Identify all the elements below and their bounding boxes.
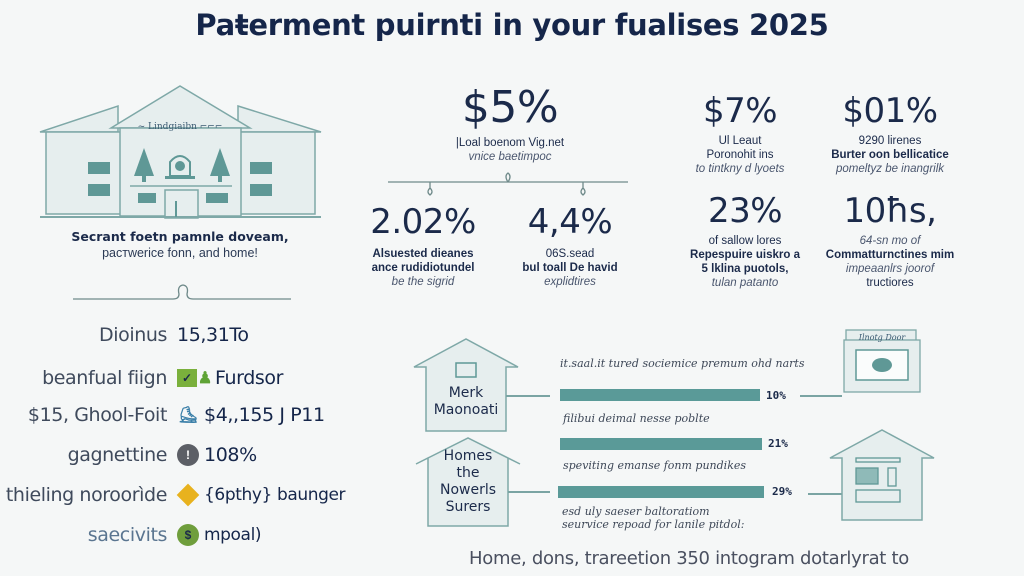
stat-desc: Alsuested dieanes bbox=[372, 248, 474, 260]
list-item-label: gagnettine bbox=[67, 444, 168, 466]
stat-value: 10ħs, bbox=[843, 191, 937, 231]
dollar-circle-icon: $ bbox=[177, 524, 199, 546]
list-item-label: thieling noroorìde bbox=[5, 484, 168, 506]
register-machine-icon: Ilnotg Door bbox=[843, 329, 921, 393]
list-item-value: $4,,155 J P11 bbox=[204, 404, 325, 426]
school-building-illustration: ~ Lindgiaibn ⌐⌐⌐ bbox=[39, 85, 322, 219]
bar-value: 29% bbox=[772, 485, 792, 498]
list-item-label: Dioinus bbox=[99, 324, 167, 346]
stat-value: 2.02% bbox=[370, 202, 476, 242]
bar-value: 10% bbox=[766, 389, 786, 402]
list-item-value: 15,31To bbox=[177, 324, 249, 346]
stat-value: 4,4% bbox=[527, 202, 613, 242]
building-sign: ~ Lindgiaibn ⌐⌐⌐ bbox=[138, 122, 223, 132]
list-item: thieling noroorìde {6pthy} baunger bbox=[0, 480, 360, 510]
stat-desc: Repespuire uiskro a bbox=[690, 249, 800, 261]
house-label: Homes bbox=[443, 448, 493, 464]
stat-desc: vnice baetimpoc bbox=[468, 151, 552, 163]
stat-desc: Burter oon bellicatice bbox=[831, 149, 949, 161]
stat-desc: bul toall De havid bbox=[522, 262, 618, 274]
decorative-divider bbox=[73, 284, 291, 300]
diamond-icon bbox=[176, 483, 200, 507]
stat-item: 10ħs, 64-sn mo of Commatturnctines mim i… bbox=[810, 192, 970, 290]
stat-item: 2.02% Alsuested dieanes ance rudidiotund… bbox=[353, 203, 493, 289]
hero-caption-line-2: paстwerice fonn, and home! bbox=[102, 246, 258, 260]
stat-desc: 06S.sead bbox=[545, 248, 595, 260]
bar-label: filibui deimal nesse poblte bbox=[563, 412, 710, 425]
connector-line bbox=[808, 493, 844, 495]
stat-desc: Commatturnctines mim bbox=[825, 249, 955, 261]
list-item-value: Furdsor bbox=[215, 367, 284, 389]
checkbox-icon: ✓ bbox=[177, 369, 197, 387]
bar-note: esd uly saeser baltoratiom bbox=[562, 505, 710, 518]
house-label: the bbox=[456, 465, 480, 481]
bar-value: 21% bbox=[768, 437, 788, 450]
stat-desc: tulan patanto bbox=[711, 277, 779, 289]
house-label: Surers bbox=[445, 499, 491, 515]
list-item-value: {6pthy} baunger bbox=[204, 485, 346, 505]
stat-desc: |Loal boenom Vig.net bbox=[455, 137, 565, 149]
hero-caption: Secrant foetn pamnle doveam, paстwerice … bbox=[40, 228, 320, 262]
stat-item: 23% of sallow lores Repespuire uiskro a … bbox=[680, 192, 810, 290]
stat-desc: of sallow lores bbox=[708, 235, 782, 247]
house-interior-icon bbox=[829, 429, 935, 521]
stat-desc: ance rudidiotundel bbox=[371, 262, 475, 274]
stat-item: 4,4% 06S.sead bul toall De havid explidt… bbox=[510, 203, 630, 289]
svg-text:Ilnotg Door: Ilnotg Door bbox=[858, 333, 907, 342]
bar-1 bbox=[560, 389, 760, 401]
stat-item: $7% Ul Leaut Poronohit ins to tintkny d … bbox=[680, 92, 800, 176]
stat-desc: pomeltyz be inangrilk bbox=[835, 163, 945, 175]
stat-desc: 5 lklina puotols, bbox=[701, 263, 789, 275]
printer-icon bbox=[455, 362, 477, 378]
list-item-label: $15, Ghool-Foit bbox=[27, 404, 168, 426]
stat-value: 23% bbox=[707, 191, 783, 231]
bar-note: seurvice repoad for lanile pitdol: bbox=[562, 518, 745, 531]
stat-desc: 64-sn mo of bbox=[859, 235, 921, 247]
stat-item: $01% 9290 lirenes Burter oon bellicatice… bbox=[810, 92, 970, 176]
stat-value: $7% bbox=[702, 91, 778, 131]
bar-2 bbox=[560, 438, 762, 450]
footer-text: Home, dons, trareetion 350 intogram dota… bbox=[469, 548, 909, 569]
stat-desc: impeaanlrs joorof bbox=[845, 263, 935, 275]
stat-desc: tructiores bbox=[866, 277, 914, 289]
house-card-1: Merk Maonoati bbox=[412, 337, 520, 433]
stat-desc: be the sigrid bbox=[391, 276, 455, 288]
connector-line bbox=[800, 395, 842, 397]
info-circle-icon: ! bbox=[177, 444, 199, 466]
stat-primary: $5% |Loal boenom Vig.net vnice baetimpoc bbox=[410, 84, 610, 164]
person-icon: ♟ bbox=[197, 370, 213, 387]
list-item-value: mpoal) bbox=[204, 525, 262, 545]
house-label: Merk bbox=[448, 385, 484, 401]
house-card-2: Homes the Nowerls Surers bbox=[414, 436, 522, 528]
list-item-value: 108% bbox=[204, 444, 257, 466]
stat-desc: to tintkny d lyoets bbox=[695, 163, 785, 175]
stat-value: $5% bbox=[461, 82, 559, 133]
bar-label: it.saal.it tured sociemice premum ohd na… bbox=[560, 357, 805, 370]
connector-line bbox=[508, 491, 550, 493]
list-item: Dioinus 15,31To bbox=[0, 320, 360, 350]
page-title: Paŧerment puirnti in your fualises 2025 bbox=[195, 8, 829, 42]
connector-line bbox=[506, 395, 550, 397]
bar-3 bbox=[558, 486, 764, 498]
stat-connector-divider bbox=[388, 172, 628, 196]
shoe-icon: ⛸ bbox=[177, 407, 199, 424]
list-item: saecivits $ mpoal) bbox=[0, 520, 360, 550]
list-item-label: beanfual fiign bbox=[42, 367, 167, 389]
list-item: gagnettine ! 108% bbox=[0, 440, 360, 470]
list-item: beanfual fiign ✓ ♟ Furdsor bbox=[0, 363, 360, 393]
stat-desc: Ul Leaut bbox=[718, 135, 762, 147]
house-label: Nowerls bbox=[439, 482, 497, 498]
stat-desc: 9290 lirenes bbox=[858, 135, 922, 147]
stat-desc: Poronohit ins bbox=[706, 149, 774, 161]
list-item-label: saecivits bbox=[87, 524, 168, 546]
list-item: $15, Ghool-Foit ⛸ $4,,155 J P11 bbox=[0, 400, 360, 430]
stat-desc: explidtires bbox=[544, 276, 596, 288]
bar-label: speviting emanse fonm pundikes bbox=[563, 459, 747, 472]
stat-value: $01% bbox=[842, 91, 938, 131]
hero-caption-line-1: Secrant foetn pamnle doveam, bbox=[71, 229, 289, 244]
house-label: Maonoati bbox=[433, 402, 499, 418]
